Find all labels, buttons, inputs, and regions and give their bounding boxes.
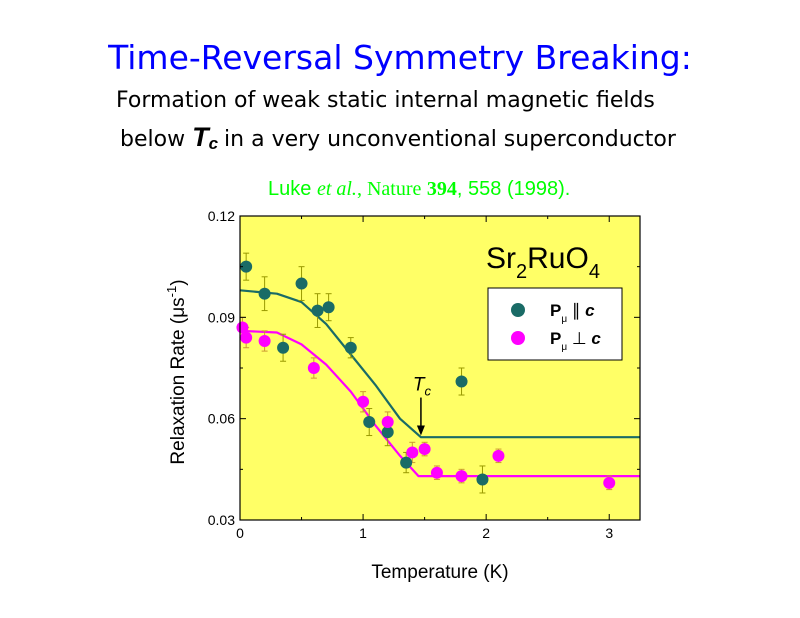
data-point-series-2 [430, 466, 443, 479]
x-tick-label: 2 [482, 525, 490, 541]
y-axis-label: Relaxation Rate (μs-1) [164, 279, 189, 464]
subtitle-line-1: Formation of weak static internal magnet… [116, 88, 655, 113]
data-point-series-2 [418, 443, 431, 456]
tc-annotation-label: Tc [413, 375, 432, 399]
data-point-series-1 [455, 375, 468, 388]
legend-p: P [550, 329, 561, 348]
data-point-series-2 [307, 362, 320, 374]
compound-o-subscript: 4 [589, 261, 600, 283]
data-point-series-2 [406, 446, 419, 459]
y-axis-label-s: s [168, 297, 189, 307]
data-point-series-1 [311, 304, 324, 317]
legend-mu-subscript: μ [561, 314, 567, 325]
data-point-series-1 [476, 473, 489, 486]
legend-axis: c [591, 329, 601, 348]
subtitle-tc-symbol: Tc [192, 122, 224, 153]
citation-author: Luke [268, 178, 312, 200]
data-point-series-2 [492, 449, 505, 462]
data-point-series-2 [381, 416, 394, 429]
y-tick-label: 0.12 [208, 208, 235, 224]
citation-rest: , 558 (1998). [456, 178, 571, 200]
subtitle-rest-text: in a very unconventional superconductor [224, 127, 676, 152]
tc-annotation-letter: T [413, 375, 426, 396]
data-point-series-1 [295, 277, 308, 290]
x-tick-label: 3 [605, 525, 613, 541]
x-tick-label: 0 [236, 525, 244, 541]
data-points [236, 260, 616, 489]
tc-annotation-subscript: c [425, 384, 432, 399]
tc-annotation: Tc [413, 375, 432, 436]
compound-sr-subscript: 2 [516, 261, 527, 283]
data-point-series-1 [344, 341, 357, 354]
data-point-series-1 [381, 426, 394, 439]
data-point-series-2 [357, 395, 370, 408]
compound-label: Sr2RuO4 [486, 242, 600, 283]
subtitle-line-2: below Tc in a very unconventional superco… [120, 122, 676, 153]
slide-title: Time-Reversal Symmetry Breaking: [108, 38, 692, 77]
y-tick-label: 0.09 [208, 309, 235, 325]
data-point-series-1 [240, 260, 253, 273]
data-point-series-1 [258, 287, 271, 300]
subtitle-below-text: below [120, 127, 186, 152]
y-tick-label: 0.06 [208, 411, 235, 427]
y-axis-label-mu: μ [168, 307, 189, 318]
citation-journal: , Nature [356, 178, 422, 200]
legend-label-series-2: Pμ ⊥ c [550, 329, 601, 353]
legend-relation: ⊥ [567, 329, 591, 348]
y-axis-label-close: ) [168, 279, 189, 285]
axes: 0 1 2 3 0.03 0.06 0.09 0.12 [208, 208, 641, 541]
legend-box [487, 287, 623, 361]
citation: Luke et al., Nature 394, 558 (1998). [268, 178, 570, 201]
y-tick-label: 0.03 [208, 512, 235, 528]
legend-marker-series-2 [511, 331, 525, 345]
subtitle-tc-letter: T [192, 122, 209, 152]
legend-mu-subscript: μ [561, 342, 567, 353]
data-point-series-1 [322, 301, 335, 314]
x-tick-label: 1 [359, 525, 367, 541]
legend-label-series-1: Pμ ∥ c [550, 301, 595, 325]
citation-etal: et al. [316, 178, 357, 200]
legend-marker-series-1 [511, 303, 525, 317]
y-axis-label-main: Relaxation Rate ( [168, 317, 189, 464]
fit-curve-series-2 [239, 329, 640, 478]
compound-ruo: RuO [527, 242, 589, 275]
compound-sr: Sr [486, 242, 516, 275]
data-point-series-2 [603, 476, 616, 489]
tc-arrow-head [416, 425, 425, 436]
data-point-series-2 [455, 470, 468, 483]
subtitle-tc-subscript: c [208, 134, 219, 153]
data-point-series-1 [400, 456, 413, 469]
legend-axis: c [585, 301, 595, 320]
legend-p: P [550, 301, 561, 320]
data-point-series-1 [363, 416, 376, 429]
legend: Pμ ∥ cPμ ⊥ c [511, 301, 601, 353]
legend-relation: ∥ [567, 301, 585, 320]
y-axis-label-exponent: -1 [164, 286, 179, 298]
x-axis-label: Temperature (K) [371, 562, 508, 583]
data-point-series-2 [240, 331, 253, 344]
data-point-series-2 [258, 334, 271, 347]
citation-volume: 394 [426, 178, 457, 200]
data-point-series-1 [277, 341, 290, 354]
